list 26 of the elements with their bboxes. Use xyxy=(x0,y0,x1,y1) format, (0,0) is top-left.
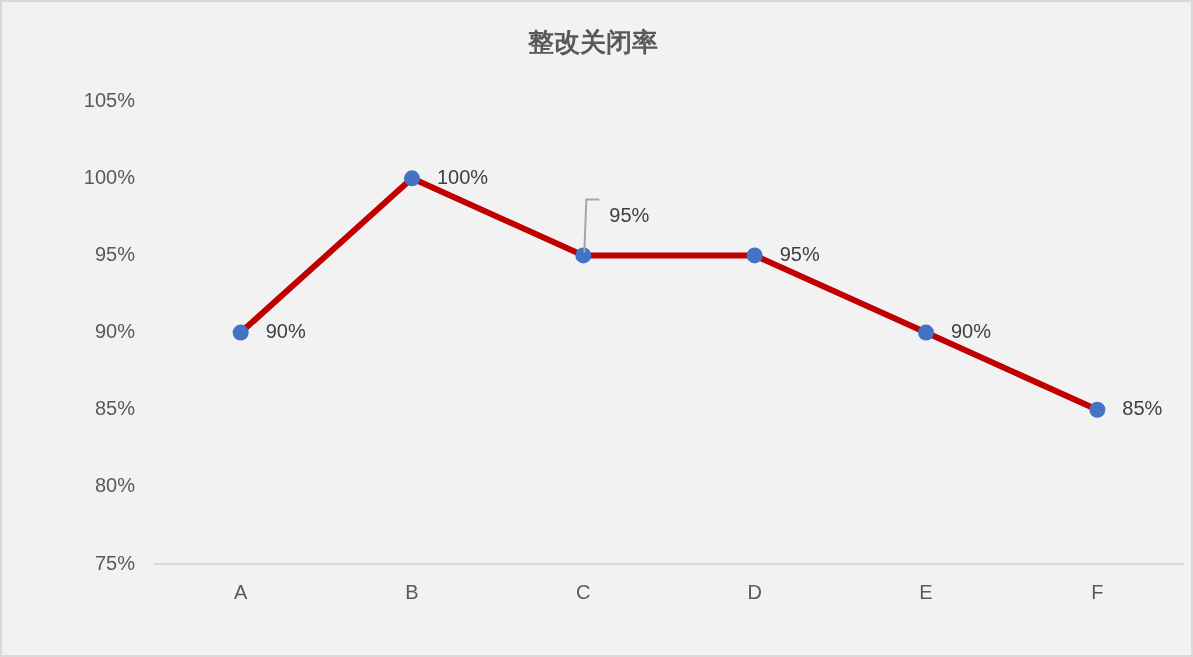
data-label: 100% xyxy=(437,165,489,188)
y-tick-label: 105% xyxy=(83,88,136,111)
x-tick-label: D xyxy=(747,580,762,603)
point xyxy=(1089,401,1106,418)
y-tick-label: 80% xyxy=(94,474,136,497)
data-label: 85% xyxy=(1122,397,1163,420)
x-tick-label: E xyxy=(919,580,933,603)
y-tick-label: 95% xyxy=(94,242,136,265)
data-label: 90% xyxy=(951,320,992,343)
data-label: 90% xyxy=(265,320,306,343)
data-label: 95% xyxy=(779,242,820,265)
x-tick-label: A xyxy=(233,580,248,603)
point xyxy=(918,324,934,341)
y-tick-label: 75% xyxy=(94,551,136,574)
point xyxy=(404,170,420,187)
x-tick-label: B xyxy=(405,580,419,603)
y-tick-label: 100% xyxy=(83,165,136,188)
point xyxy=(575,247,592,264)
chart-title: 整改关闭率 xyxy=(527,26,658,57)
point xyxy=(746,247,763,264)
data-label: 95% xyxy=(609,203,650,226)
x-tick-label: F xyxy=(1091,580,1104,603)
y-tick-label: 90% xyxy=(94,320,136,343)
x-tick-label: C xyxy=(576,580,591,603)
point xyxy=(232,324,249,341)
y-tick-label: 85% xyxy=(94,397,136,420)
